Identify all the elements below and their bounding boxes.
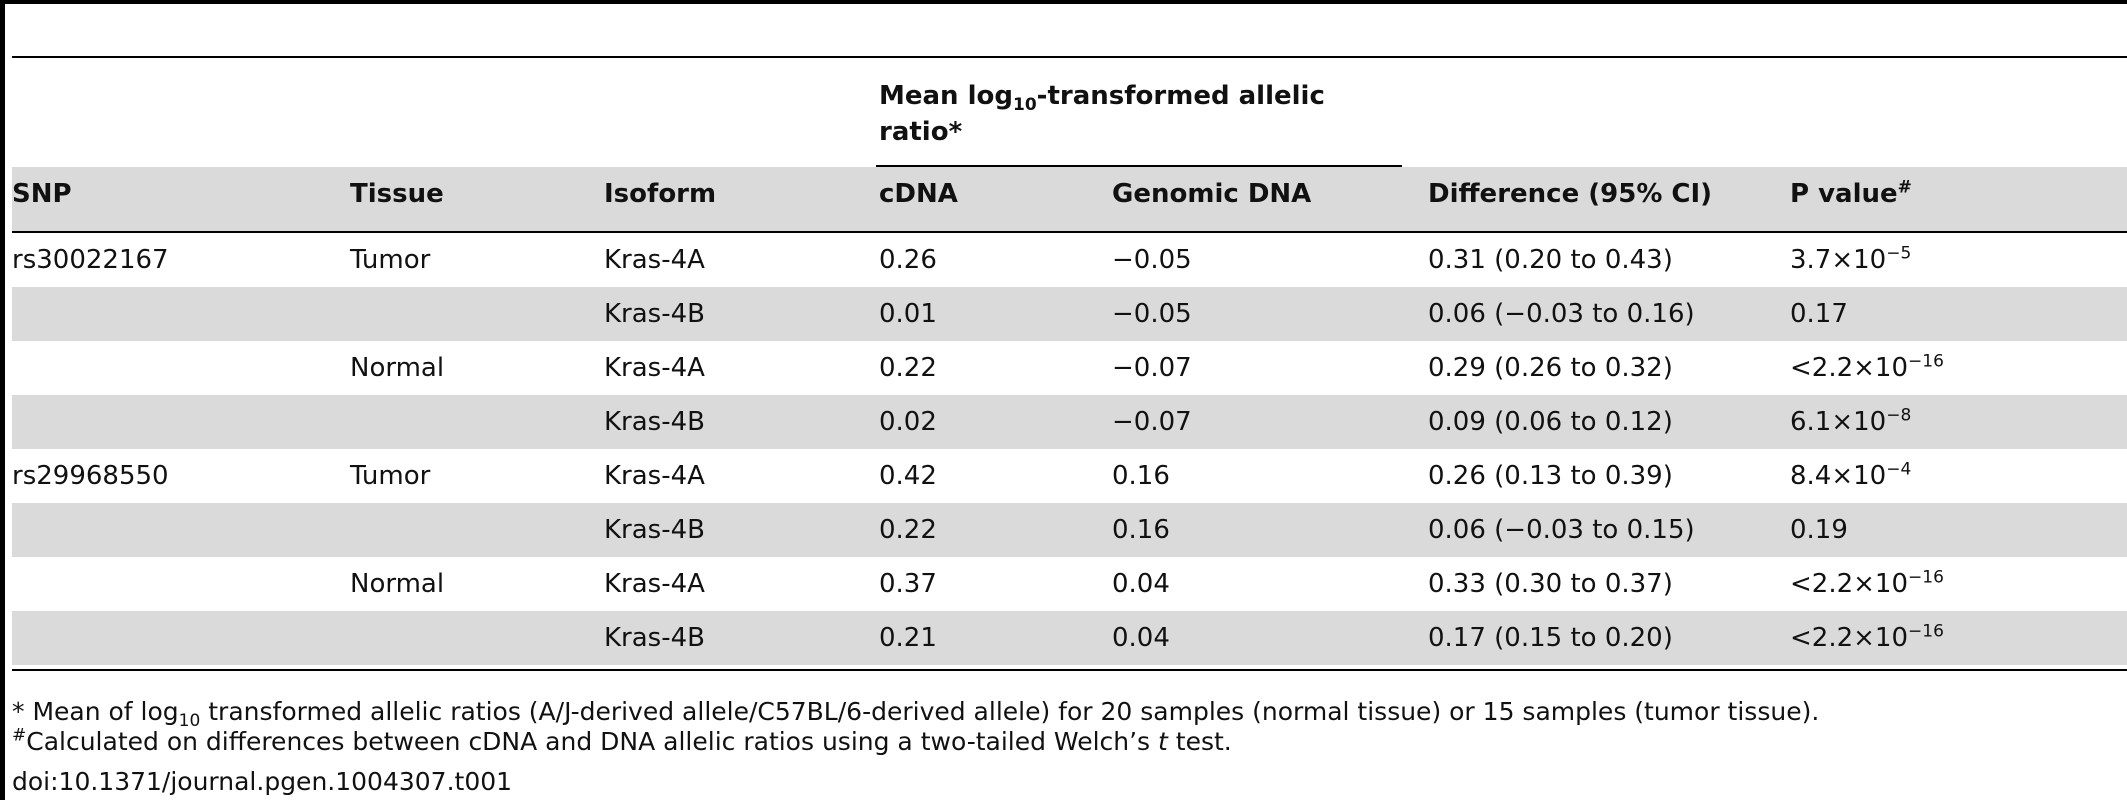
row-band bbox=[12, 503, 2127, 557]
p-value-cell: 0.17 bbox=[1790, 299, 1848, 329]
cdna-cell: 0.42 bbox=[879, 461, 937, 491]
cdna-cell: 0.21 bbox=[879, 623, 937, 653]
cdna-cell: 0.26 bbox=[879, 245, 937, 275]
genomic-dna-cell: −0.05 bbox=[1112, 245, 1192, 275]
p-value-cell: <2.2×10−16 bbox=[1790, 621, 1944, 653]
p-value-cell: 8.4×10−4 bbox=[1790, 459, 1912, 491]
row-band bbox=[12, 287, 2127, 341]
genomic-dna-cell: 0.04 bbox=[1112, 569, 1170, 599]
isoform-cell: Kras-4A bbox=[604, 353, 705, 383]
column-header-snp: SNP bbox=[12, 179, 72, 209]
difference-cell: 0.06 (−0.03 to 0.15) bbox=[1428, 515, 1695, 545]
column-header-p: P value# bbox=[1790, 177, 1912, 209]
cdna-cell: 0.37 bbox=[879, 569, 937, 599]
row-band bbox=[12, 395, 2127, 449]
column-header-tissue: Tissue bbox=[350, 179, 444, 209]
header-bottom-rule bbox=[12, 231, 2127, 233]
footnote-calculated: #Calculated on differences between cDNA … bbox=[12, 725, 1232, 756]
difference-cell: 0.33 (0.30 to 0.37) bbox=[1428, 569, 1673, 599]
genomic-dna-cell: 0.16 bbox=[1112, 461, 1170, 491]
cdna-cell: 0.01 bbox=[879, 299, 937, 329]
group-header-rule bbox=[876, 165, 1402, 167]
genomic-dna-cell: 0.16 bbox=[1112, 515, 1170, 545]
snp-cell: rs29968550 bbox=[12, 461, 169, 491]
column-header-diff: Difference (95% CI) bbox=[1428, 179, 1713, 209]
p-value-cell: 0.19 bbox=[1790, 515, 1848, 545]
genomic-dna-cell: −0.05 bbox=[1112, 299, 1192, 329]
isoform-cell: Kras-4B bbox=[604, 407, 705, 437]
table-bottom-rule bbox=[12, 669, 2127, 671]
doi-line: doi:10.1371/journal.pgen.1004307.t001 bbox=[12, 767, 513, 796]
p-value-cell: <2.2×10−16 bbox=[1790, 567, 1944, 599]
snp-cell: rs30022167 bbox=[12, 245, 169, 275]
row-band bbox=[12, 611, 2127, 665]
p-value-cell: 6.1×10−8 bbox=[1790, 405, 1912, 437]
difference-cell: 0.17 (0.15 to 0.20) bbox=[1428, 623, 1673, 653]
isoform-cell: Kras-4A bbox=[604, 245, 705, 275]
table-top-rule bbox=[12, 56, 2127, 58]
header-band bbox=[12, 167, 2127, 231]
genomic-dna-cell: 0.04 bbox=[1112, 623, 1170, 653]
tissue-cell: Normal bbox=[350, 569, 445, 599]
genomic-dna-cell: −0.07 bbox=[1112, 353, 1192, 383]
isoform-cell: Kras-4B bbox=[604, 299, 705, 329]
tissue-cell: Normal bbox=[350, 353, 445, 383]
column-header-isoform: Isoform bbox=[604, 179, 717, 209]
difference-cell: 0.06 (−0.03 to 0.16) bbox=[1428, 299, 1695, 329]
genomic-dna-cell: −0.07 bbox=[1112, 407, 1192, 437]
cdna-cell: 0.22 bbox=[879, 515, 937, 545]
cdna-cell: 0.02 bbox=[879, 407, 937, 437]
p-value-cell: <2.2×10−16 bbox=[1790, 351, 1944, 383]
isoform-cell: Kras-4A bbox=[604, 461, 705, 491]
difference-cell: 0.31 (0.20 to 0.43) bbox=[1428, 245, 1673, 275]
isoform-cell: Kras-4B bbox=[604, 515, 705, 545]
tissue-cell: Tumor bbox=[350, 461, 431, 491]
difference-cell: 0.09 (0.06 to 0.12) bbox=[1428, 407, 1673, 437]
cdna-cell: 0.22 bbox=[879, 353, 937, 383]
p-value-cell: 3.7×10−5 bbox=[1790, 243, 1912, 275]
tissue-cell: Tumor bbox=[350, 245, 431, 275]
isoform-cell: Kras-4B bbox=[604, 623, 705, 653]
left-frame-border bbox=[0, 0, 5, 800]
difference-cell: 0.26 (0.13 to 0.39) bbox=[1428, 461, 1673, 491]
isoform-cell: Kras-4A bbox=[604, 569, 705, 599]
group-header-mean-ratio: Mean log10-transformed allelic ratio* bbox=[879, 81, 1325, 147]
difference-cell: 0.29 (0.26 to 0.32) bbox=[1428, 353, 1673, 383]
footnote-mean: * Mean of log10 transformed allelic rati… bbox=[12, 697, 1820, 731]
column-header-genomic: Genomic DNA bbox=[1112, 179, 1312, 209]
top-frame-border bbox=[0, 0, 2127, 4]
column-header-cdna: cDNA bbox=[879, 179, 958, 209]
